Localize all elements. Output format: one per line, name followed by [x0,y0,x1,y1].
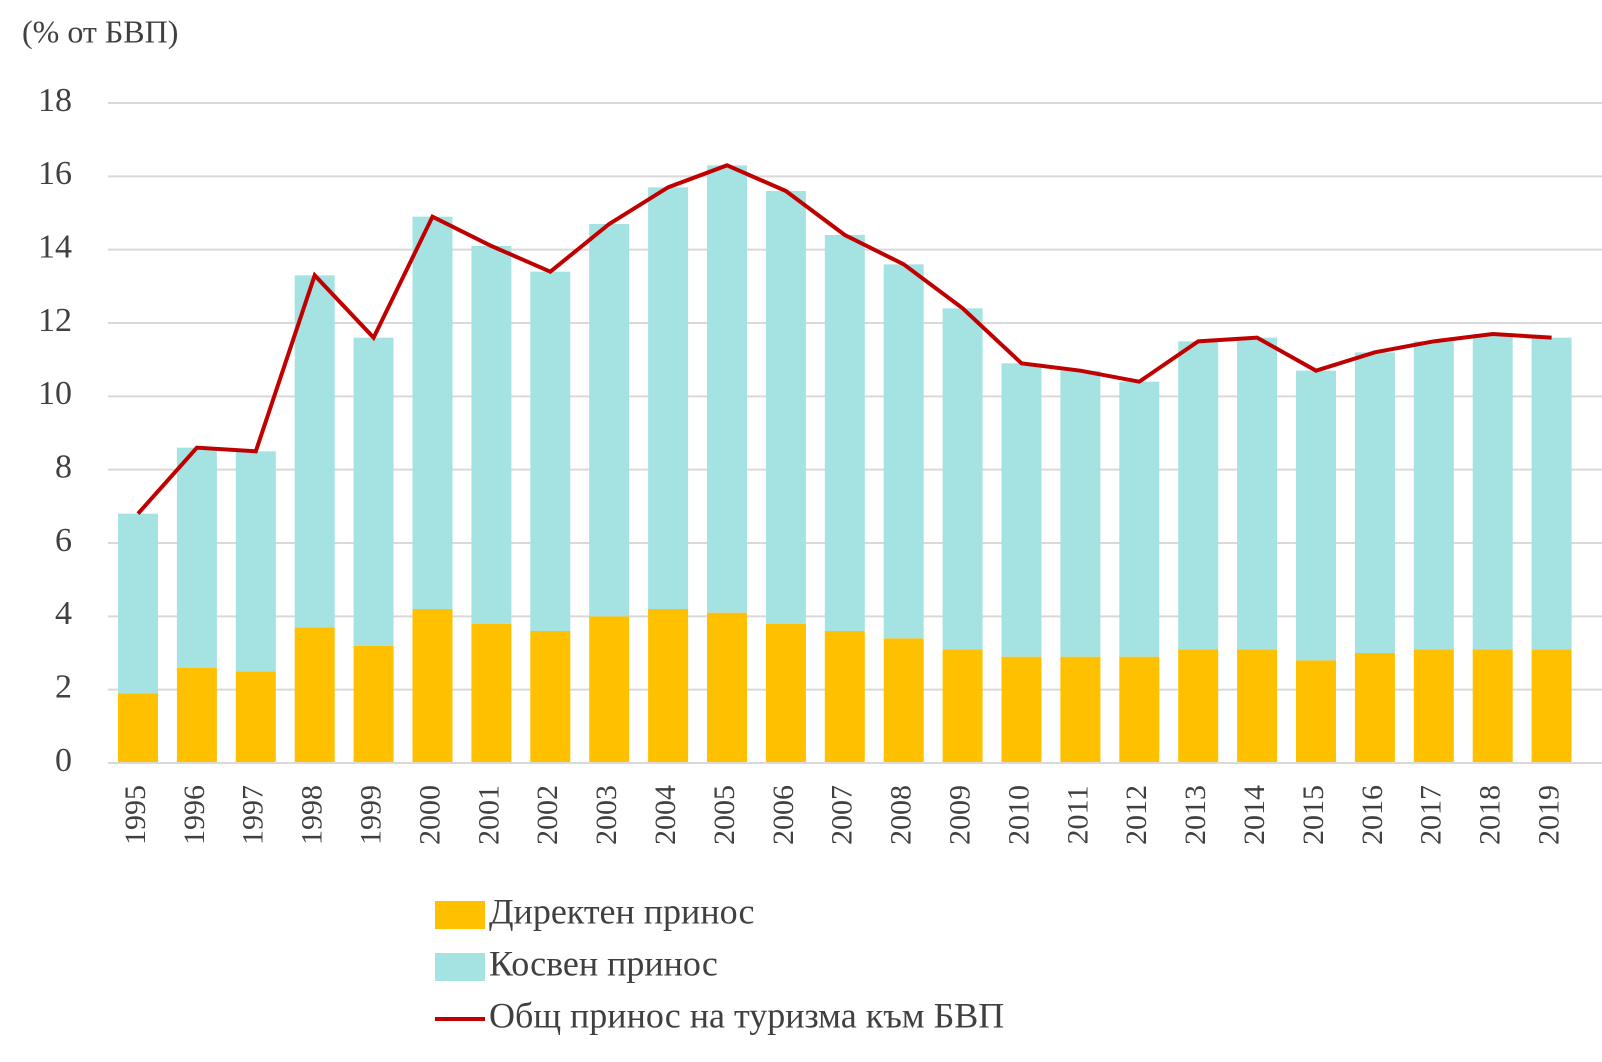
bar [471,623,512,763]
bar [883,638,924,763]
x-tick-label: 2016 [1356,785,1389,845]
bar [589,224,630,617]
legend-label: Директен принос [489,891,754,931]
x-tick-label: 1998 [296,785,329,845]
chart-title: (% от БВП) [22,13,178,49]
bar [530,631,571,763]
y-tick-label: 8 [55,448,72,485]
x-tick-label: 2006 [767,785,800,845]
bar [294,627,335,763]
y-tick-label: 4 [55,595,72,632]
bar [412,609,453,763]
x-tick-label: 2018 [1474,785,1507,845]
bar [765,191,806,624]
bar [942,649,983,763]
bar [294,275,335,628]
bar [1178,649,1219,763]
bar [1354,352,1395,653]
bar [176,667,217,763]
x-tick-label: 2002 [531,785,564,845]
bar [1119,381,1160,657]
bar [1472,649,1513,763]
x-tick-label: 2019 [1532,785,1565,845]
y-tick-label: 6 [55,522,72,559]
bar [1001,656,1042,763]
x-tick-label: 1995 [119,785,152,845]
bar [1001,363,1042,657]
bar [1531,337,1572,650]
x-tick-label: 1997 [237,785,270,845]
bar [1060,656,1101,763]
bar [1060,370,1101,657]
y-tick-label: 16 [38,155,72,192]
x-tick-label: 2000 [413,785,446,845]
x-tick-label: 2010 [1002,785,1035,845]
bar [765,623,806,763]
x-tick-label: 2014 [1238,785,1271,845]
x-tick-label: 1996 [178,785,211,845]
legend-label: Общ принос на туризма към БВП [489,995,1004,1035]
bar [942,308,983,650]
bar [1531,649,1572,763]
bar [1296,370,1336,661]
bar [118,693,158,763]
x-tick-label: 2008 [885,785,918,845]
legend-label: Косвен принос [489,943,718,983]
legend-swatch [435,901,485,929]
bar [707,612,747,763]
bar [589,616,630,763]
bar [1119,656,1160,763]
bar [1237,337,1278,650]
x-tick-label: 2013 [1179,785,1212,845]
x-tick-label: 2001 [472,785,505,845]
bar [707,165,747,613]
x-tick-label: 2007 [826,785,859,845]
bar [1237,649,1278,763]
y-tick-label: 18 [38,82,72,119]
y-tick-label: 2 [55,668,72,705]
bar [648,609,689,763]
x-tick-label: 1999 [354,785,387,845]
bar [1413,341,1454,650]
bar [530,271,571,631]
bar [118,513,158,694]
bar [1472,334,1513,650]
x-tick-label: 2012 [1120,785,1153,845]
x-tick-label: 2017 [1415,785,1448,845]
bar [883,264,924,639]
y-tick-label: 10 [38,375,72,412]
bar [353,337,394,646]
bar [824,235,865,631]
bar [1178,341,1219,650]
bar [1296,660,1336,763]
x-tick-label: 2009 [943,785,976,845]
bar [471,246,512,624]
bar [1354,653,1395,763]
y-tick-label: 12 [38,302,72,339]
bar [235,671,276,763]
bar [648,187,689,610]
bar [1413,649,1454,763]
x-tick-label: 2015 [1297,785,1330,845]
y-tick-label: 14 [38,228,72,265]
bar [353,645,394,763]
x-tick-label: 2005 [708,785,741,845]
bar [176,447,217,668]
bar [412,216,453,609]
x-tick-label: 2003 [590,785,623,845]
x-tick-label: 2011 [1061,786,1094,845]
x-tick-label: 2004 [649,785,682,845]
y-tick-label: 0 [55,742,72,779]
bar [824,631,865,763]
line-series [136,163,1552,515]
legend-swatch [435,953,485,981]
bar [235,451,276,672]
